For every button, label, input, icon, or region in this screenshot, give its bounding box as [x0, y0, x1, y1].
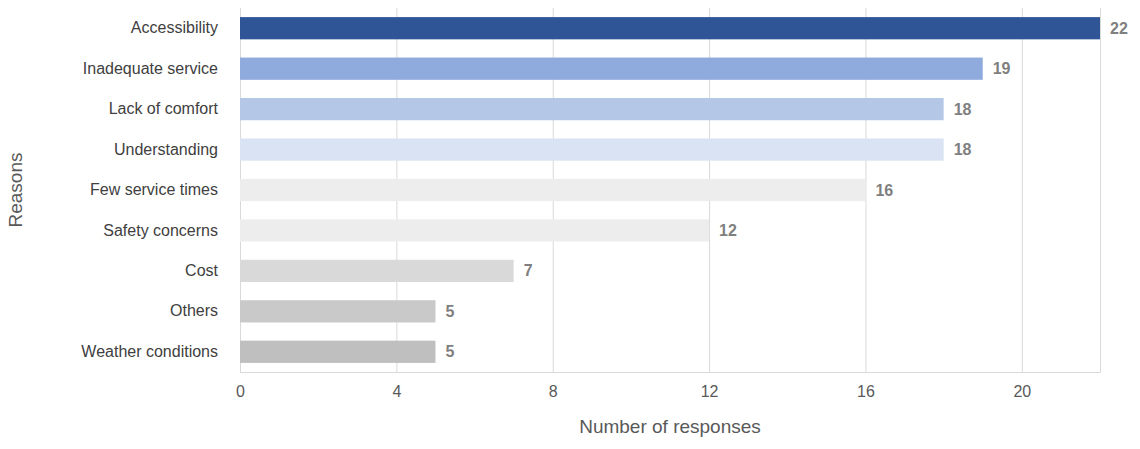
x-axis-line	[241, 8, 1101, 373]
chart-container: 0 4 8 12 16 20 Accessibility Inadequate service…	[0, 0, 1140, 449]
data-label: 18	[954, 141, 972, 158]
y-tick-label: Others	[170, 302, 218, 319]
grid-line	[1022, 8, 1023, 372]
bar	[240, 17, 1100, 39]
data-label: 16	[875, 182, 893, 199]
y-tick-label: Understanding	[114, 141, 218, 158]
x-tick-label: 12	[701, 383, 719, 400]
data-label: 5	[445, 343, 454, 360]
x-tick-label: 20	[1013, 383, 1031, 400]
chart-svg: 0 4 8 12 16 20 Accessibility Inadequate service…	[0, 0, 1140, 449]
bar	[240, 341, 435, 363]
x-axis-title: Number of responses	[579, 416, 761, 437]
bars	[240, 17, 1100, 363]
y-tick: Few service times	[90, 181, 218, 198]
bar	[240, 98, 944, 120]
y-tick-label: Cost	[185, 262, 218, 279]
bar	[240, 58, 983, 80]
bar	[240, 260, 514, 282]
data-label: 22	[1110, 20, 1128, 37]
data-label: 18	[954, 101, 972, 118]
data-label: 5	[445, 303, 454, 320]
y-tick-label: Inadequate service	[83, 60, 218, 77]
x-tick-label: 4	[392, 383, 401, 400]
x-axis: 0 4 8 12 16 20	[236, 8, 1100, 400]
y-tick: Lack of comfort	[109, 100, 219, 117]
y-tick: Understanding	[114, 141, 218, 158]
y-tick: Safety concerns	[103, 222, 218, 239]
y-tick-label: Lack of comfort	[109, 100, 219, 117]
data-labels: 22 19 18 18 16 12 7 5 5	[445, 20, 1127, 361]
y-axis: Accessibility Inadequate service Lack of c…	[81, 9, 240, 373]
y-tick: Cost	[185, 262, 218, 279]
bar	[240, 138, 944, 160]
data-label: 19	[993, 60, 1011, 77]
x-tick-label: 8	[549, 383, 558, 400]
bar	[240, 179, 865, 201]
bar	[240, 300, 435, 322]
y-tick-label: Weather conditions	[81, 343, 218, 360]
plot-area: 0 4 8 12 16 20 Accessibility Inadequate service…	[5, 8, 1128, 437]
y-tick-label: Safety concerns	[103, 222, 218, 239]
bar	[240, 219, 709, 241]
y-axis-title: Reasons	[5, 153, 26, 228]
y-tick: Inadequate service	[83, 60, 218, 77]
data-label: 7	[524, 262, 533, 279]
y-tick-label: Accessibility	[131, 19, 218, 36]
data-label: 12	[719, 222, 737, 239]
x-tick-label: 0	[236, 383, 245, 400]
y-tick-label: Few service times	[90, 181, 218, 198]
x-tick-label: 16	[857, 383, 875, 400]
x-tick: 20	[1013, 8, 1031, 400]
y-tick: Accessibility	[131, 19, 218, 36]
y-tick: Weather conditions	[81, 343, 218, 360]
y-tick: Others	[170, 302, 218, 319]
